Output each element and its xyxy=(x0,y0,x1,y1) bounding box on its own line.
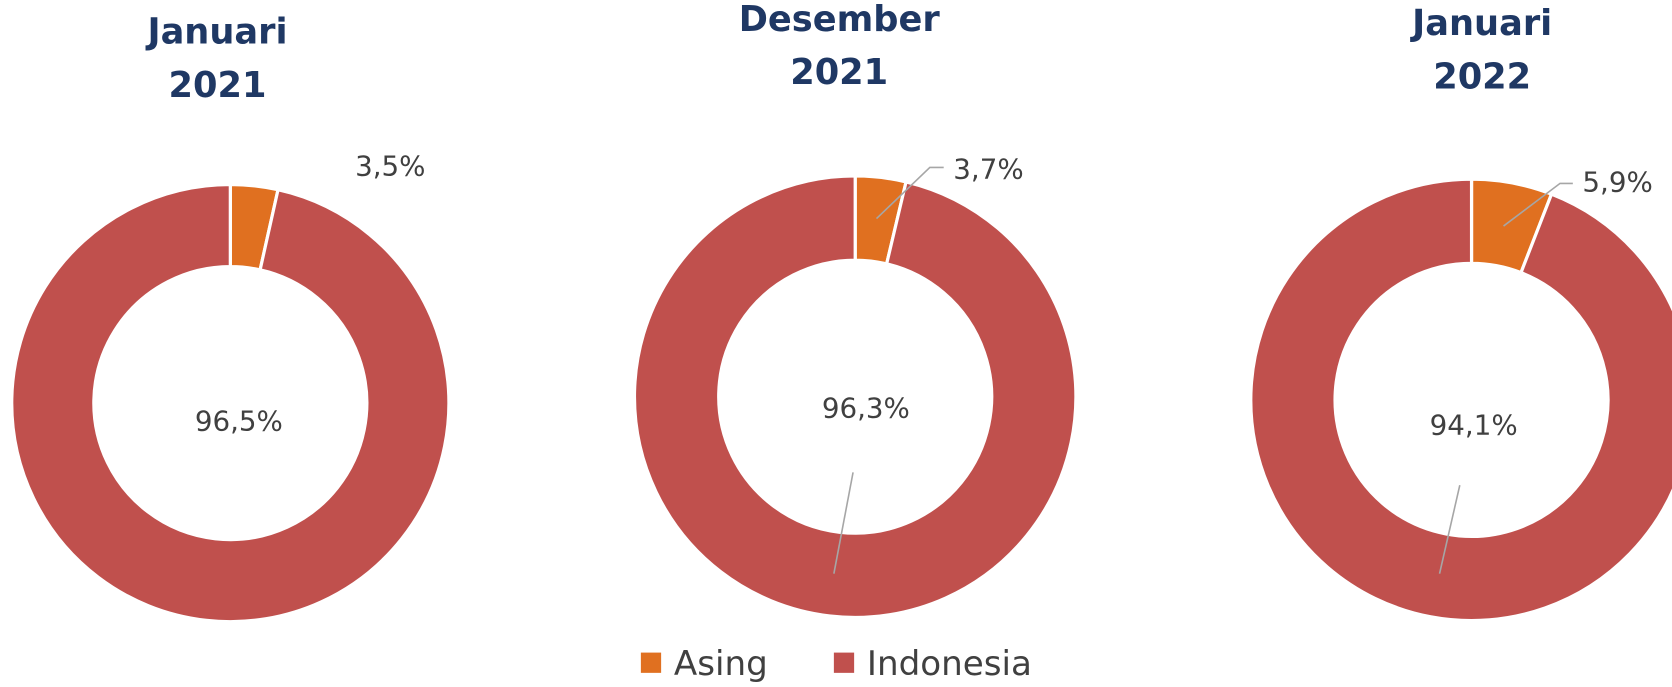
donut-segment xyxy=(1249,177,1672,623)
data-label: 96,5% xyxy=(195,404,283,437)
chart-title: Desember 2021 xyxy=(738,0,940,93)
leader-line xyxy=(1503,182,1573,227)
chart-title: Januari 2022 xyxy=(1412,2,1553,98)
legend-swatch xyxy=(833,652,855,673)
chart-title: Januari 2021 xyxy=(147,10,288,106)
data-label: 3,7% xyxy=(953,153,1023,186)
leader-line xyxy=(1438,485,1461,574)
data-label: 94,1% xyxy=(1430,409,1518,442)
leader-line xyxy=(875,166,944,220)
legend-swatch xyxy=(640,652,662,673)
legend-label: Asing xyxy=(673,642,768,684)
data-label: 5,9% xyxy=(1582,165,1652,198)
legend-item: Indonesia xyxy=(833,642,1032,684)
leader-line xyxy=(833,472,854,574)
donut-segment xyxy=(632,174,1078,620)
legend-item: Asing xyxy=(640,642,768,684)
data-label: 96,3% xyxy=(822,391,910,424)
legend-label: Indonesia xyxy=(866,642,1032,684)
data-label: 3,5% xyxy=(355,149,425,182)
donut-segment xyxy=(10,182,451,624)
